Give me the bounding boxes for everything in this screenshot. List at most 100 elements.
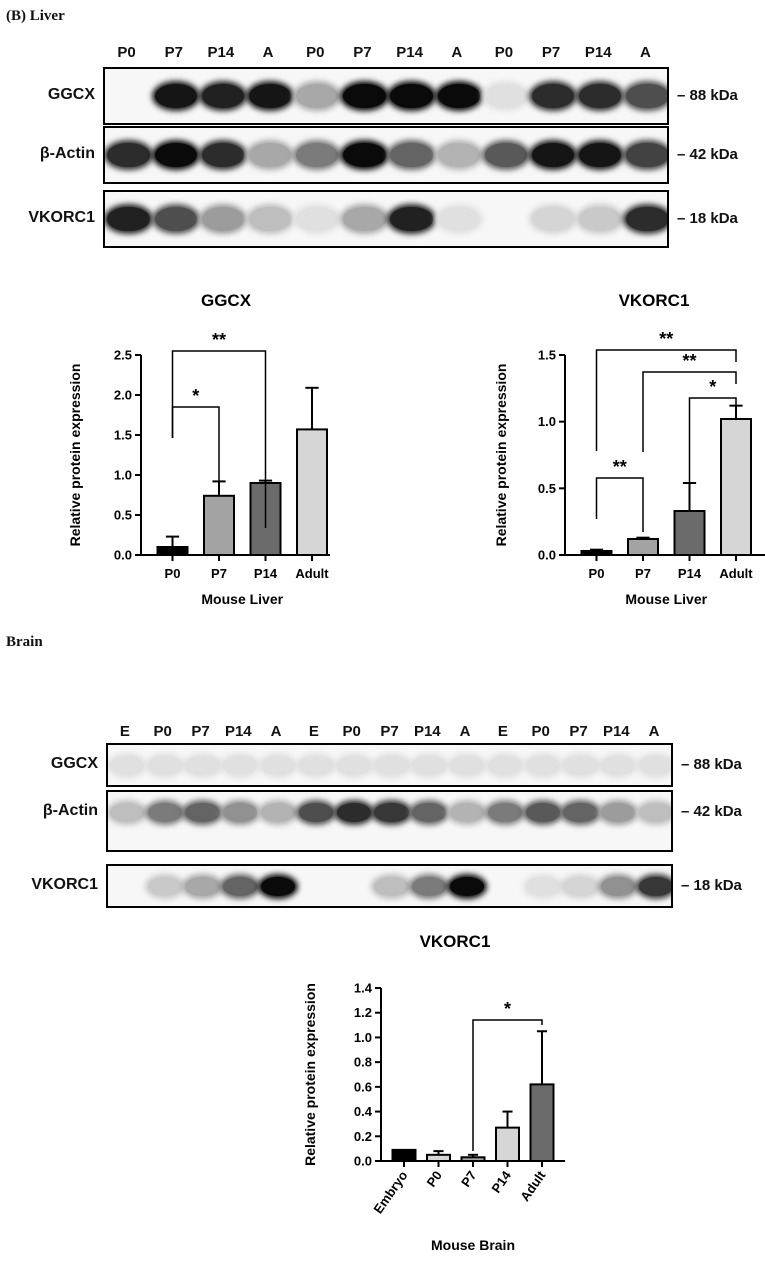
brain-band [185, 756, 220, 775]
significance-bracket [595, 477, 644, 532]
x-tick-label: P7 [635, 566, 651, 581]
brain-band [450, 756, 485, 775]
liver-row-name: GGCX [47, 86, 95, 103]
liver-band [343, 84, 386, 109]
x-axis-label: Mouse Liver [625, 591, 707, 607]
liver-band [201, 84, 245, 109]
brain-band [374, 803, 409, 822]
liver-blot-row [103, 190, 669, 248]
x-tick-label: P7 [211, 566, 227, 581]
brain-band [487, 756, 522, 775]
liver-blot: P0 P7 P14 A P0 P7 P14 A P0 P7 P14 A GGCX – 88 kDa β-Ac… [0, 0, 765, 260]
brain-band [185, 877, 220, 896]
brain-lane-label: A [270, 723, 282, 740]
brain-lane-label: P0 [531, 723, 550, 740]
y-tick-label: 1.5 [538, 348, 556, 363]
liver-band [531, 84, 575, 109]
brain-section-label: Brain [6, 634, 43, 650]
significance-label: ** [212, 330, 226, 350]
liver-band [107, 143, 150, 168]
brain-lane-label: P7 [569, 723, 588, 740]
brain-band [601, 756, 636, 775]
chart-title: GGCX [201, 291, 252, 310]
brain-band [298, 803, 333, 822]
brain-lane-label: P0 [342, 723, 361, 740]
liver-lane-label: P0 [117, 44, 136, 61]
brain-lane-label: P14 [602, 723, 630, 740]
brain-band [525, 877, 560, 896]
significance-label: ** [613, 457, 627, 477]
x-tick-label: P0 [589, 566, 605, 581]
y-tick-label: 0.8 [354, 1055, 372, 1070]
brain-vkorc1-chart: VKORC1 0.0 0.2 0.4 0.6 0.8 1.0 1.2 1.4 Relative p… [302, 932, 565, 1253]
brain-band [147, 756, 182, 775]
brain-lane-label: P7 [191, 723, 210, 740]
brain-lane-label: P0 [153, 723, 172, 740]
x-tick-label: Adult [517, 1168, 549, 1204]
significance-bracket [642, 371, 737, 452]
bar [495, 1126, 520, 1162]
brain-band [223, 756, 258, 775]
liver-blot-row [103, 67, 669, 125]
y-axis-label: Relative protein expression [493, 364, 509, 547]
brain-row-name: GGCX [50, 755, 98, 772]
x-tick-label: Adult [719, 566, 753, 581]
brain-lane-label: A [459, 723, 471, 740]
brain-band [487, 803, 522, 822]
brain-kda-marker: – 42 kDa [681, 803, 742, 820]
brain-lane-label: P7 [380, 723, 399, 740]
chart-title: VKORC1 [420, 932, 491, 951]
brain-lane-label: P14 [224, 723, 252, 740]
bar [296, 428, 328, 556]
x-tick-label: Adult [295, 566, 329, 581]
brain-band [450, 877, 485, 896]
significance-bracket [595, 349, 737, 451]
y-tick-label: 0.0 [538, 548, 556, 563]
significance-label: * [504, 999, 511, 1019]
bar [460, 1156, 486, 1163]
brain-band [525, 756, 560, 775]
brain-lane-label: E [497, 723, 508, 740]
x-axis-label: Mouse Liver [201, 591, 283, 607]
brain-lane-label: P14 [413, 723, 441, 740]
liver-band [626, 84, 667, 109]
liver-band [201, 143, 245, 168]
liver-section-title: Liver [26, 8, 65, 24]
brain-band [336, 756, 371, 775]
liver-section-label: (B) Liver [6, 8, 65, 25]
brain-band [639, 756, 671, 775]
liver-lane-label: A [639, 44, 651, 61]
brain-kda-marker: – 88 kDa [681, 756, 742, 773]
brain-band [261, 877, 296, 896]
liver-ggcx-chart: GGCX 0.0 0.5 1.0 1.5 2.0 2.5 Relative protein e… [67, 291, 330, 607]
significance-label: ** [659, 329, 673, 349]
y-tick-label: 1.4 [354, 981, 373, 996]
liver-band [343, 143, 386, 168]
brain-band [374, 756, 409, 775]
brain-band [374, 877, 409, 896]
brain-band [412, 803, 447, 822]
liver-band [107, 207, 150, 232]
y-tick-label: 2.5 [114, 348, 132, 363]
liver-band [390, 84, 433, 109]
x-tick-label: P7 [458, 1168, 479, 1190]
liver-band [579, 207, 622, 232]
liver-kda-marker: – 42 kDa [677, 146, 738, 163]
liver-lane-label: P0 [306, 44, 325, 61]
brain-band [639, 803, 671, 822]
y-tick-label: 1.5 [114, 428, 132, 443]
liver-band [296, 143, 339, 168]
liver-lane-label: P7 [164, 44, 183, 61]
brain-band [298, 756, 333, 775]
y-axis-label: Relative protein expression [302, 983, 318, 1166]
liver-lane-label: P7 [353, 44, 372, 61]
brain-row-name: VKORC1 [31, 876, 98, 893]
x-tick-label: P14 [254, 566, 278, 581]
significance-bracket [688, 397, 737, 498]
brain-band [563, 877, 598, 896]
brain-blot-row [106, 790, 673, 852]
liver-band [437, 84, 480, 109]
x-tick-label: P14 [678, 566, 702, 581]
brain-blot-row [106, 864, 673, 908]
bar [426, 1153, 451, 1162]
